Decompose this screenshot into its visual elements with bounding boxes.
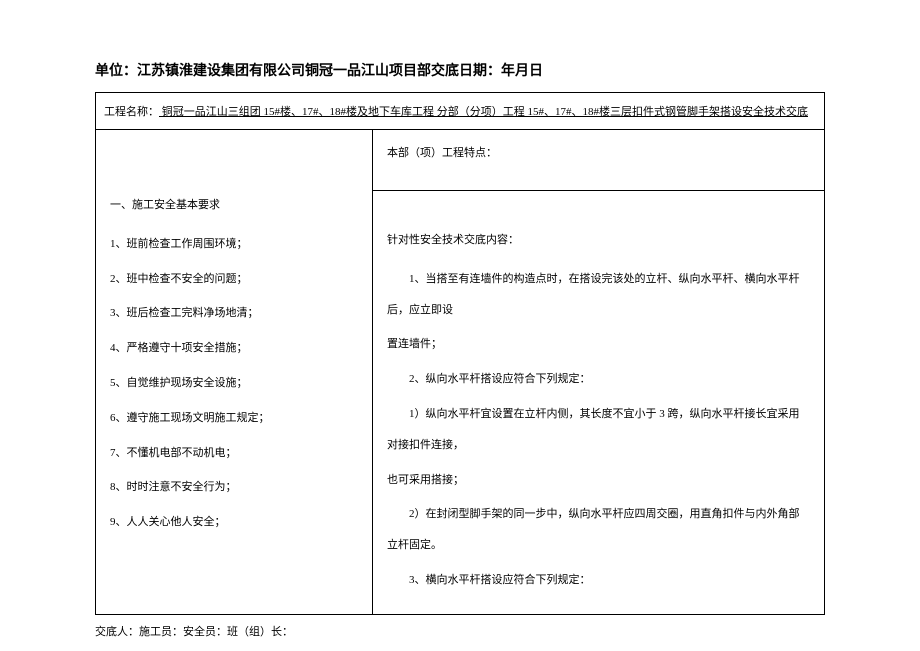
left-item-8: 8、时时注意不安全行为； bbox=[110, 472, 358, 503]
right-subitem-2-1: 1）纵向水平杆宜设置在立杆内侧，其长度不宜小于 3 跨，纵向水平杆接长宜采用对接… bbox=[387, 399, 810, 461]
left-heading: 一、施工安全基本要求 bbox=[110, 190, 358, 221]
page-header: 单位：江苏镇淮建设集团有限公司铜冠一品江山项目部交底日期：年月日 bbox=[95, 60, 825, 80]
right-item-2: 2、纵向水平杆搭设应符合下列规定： bbox=[387, 364, 810, 395]
left-item-2: 2、班中检查不安全的问题； bbox=[110, 264, 358, 295]
right-top-section: 本部（项）工程特点： bbox=[373, 130, 824, 191]
right-item-1: 1、当搭至有连墙件的构造点时，在搭设完该处的立杆、纵向水平杆、横向水平杆后，应立… bbox=[387, 264, 810, 326]
project-name-row: 工程名称： 铜冠一品江山三组团 15#楼、17#、18#楼及地下车库工程 分部（… bbox=[96, 93, 825, 130]
right-item-1b: 置连墙件； bbox=[387, 329, 810, 360]
project-name-cell: 工程名称： 铜冠一品江山三组团 15#楼、17#、18#楼及地下车库工程 分部（… bbox=[96, 93, 825, 130]
left-item-1: 1、班前检查工作周围环境； bbox=[110, 229, 358, 260]
right-bottom-section: 针对性安全技术交底内容： 1、当搭至有连墙件的构造点时，在搭设完该处的立杆、纵向… bbox=[373, 191, 824, 614]
left-item-5: 5、自觉维护现场安全设施； bbox=[110, 368, 358, 399]
left-item-3: 3、班后检查工完料净场地清； bbox=[110, 298, 358, 329]
left-item-7: 7、不懂机电部不动机电； bbox=[110, 438, 358, 469]
main-table: 工程名称： 铜冠一品江山三组团 15#楼、17#、18#楼及地下车库工程 分部（… bbox=[95, 92, 825, 615]
right-top-heading: 本部（项）工程特点： bbox=[387, 144, 810, 160]
content-row: 一、施工安全基本要求 1、班前检查工作周围环境； 2、班中检查不安全的问题； 3… bbox=[96, 130, 825, 615]
right-bottom-heading: 针对性安全技术交底内容： bbox=[387, 225, 810, 256]
left-content: 一、施工安全基本要求 1、班前检查工作周围环境； 2、班中检查不安全的问题； 3… bbox=[96, 130, 372, 590]
left-item-4: 4、严格遵守十项安全措施； bbox=[110, 333, 358, 364]
left-item-6: 6、遵守施工现场文明施工规定； bbox=[110, 403, 358, 434]
left-item-9: 9、人人关心他人安全； bbox=[110, 507, 358, 538]
right-subitem-2-1b: 也可采用搭接； bbox=[387, 465, 810, 496]
right-item-3: 3、横向水平杆搭设应符合下列规定： bbox=[387, 565, 810, 596]
left-column: 一、施工安全基本要求 1、班前检查工作周围环境； 2、班中检查不安全的问题； 3… bbox=[96, 130, 373, 615]
right-column: 本部（项）工程特点： 针对性安全技术交底内容： 1、当搭至有连墙件的构造点时，在… bbox=[373, 130, 825, 615]
right-subitem-2-2: 2）在封闭型脚手架的同一步中，纵向水平杆应四周交圈，用直角扣件与内外角部立杆固定… bbox=[387, 499, 810, 561]
project-name-label: 工程名称： bbox=[104, 106, 159, 118]
footer: 交底人：施工员：安全员：班（组）长： bbox=[95, 623, 825, 639]
project-name-value: 铜冠一品江山三组团 15#楼、17#、18#楼及地下车库工程 分部（分项）工程 … bbox=[159, 106, 808, 118]
